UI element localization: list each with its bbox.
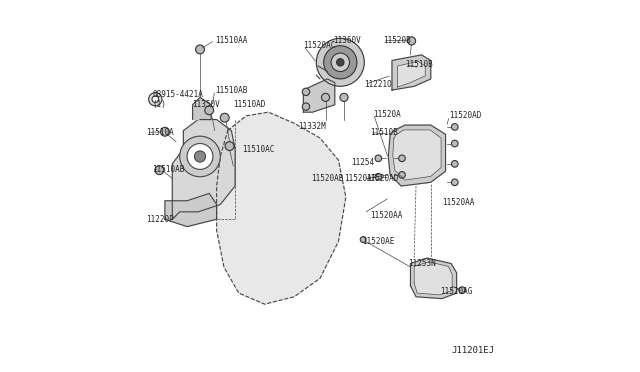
Polygon shape [410, 258, 456, 299]
Text: 11520AF: 11520AF [344, 174, 376, 183]
Circle shape [399, 171, 405, 178]
Text: 11520AB: 11520AB [311, 174, 343, 183]
Text: 11520AD: 11520AD [366, 174, 399, 183]
Polygon shape [193, 97, 211, 119]
Text: 11510A: 11510A [147, 128, 174, 137]
Text: 11520AE: 11520AE [362, 237, 395, 246]
Text: 11221O: 11221O [364, 80, 392, 89]
Polygon shape [392, 55, 431, 90]
Circle shape [196, 45, 204, 54]
Circle shape [451, 140, 458, 147]
Polygon shape [172, 119, 235, 219]
Circle shape [375, 173, 381, 180]
Circle shape [152, 96, 159, 103]
Circle shape [180, 136, 220, 177]
Polygon shape [414, 262, 452, 295]
Circle shape [331, 53, 349, 71]
Circle shape [408, 37, 415, 45]
Polygon shape [165, 193, 216, 227]
Circle shape [451, 124, 458, 130]
Text: 11510AC: 11510AC [243, 145, 275, 154]
Text: 11360V: 11360V [333, 36, 361, 45]
Circle shape [337, 59, 344, 66]
Circle shape [187, 144, 213, 169]
Text: J11201EJ: J11201EJ [451, 346, 494, 355]
Polygon shape [388, 125, 445, 186]
Circle shape [375, 155, 381, 161]
Text: 08915-4421A
(1): 08915-4421A (1) [152, 90, 203, 109]
Circle shape [302, 103, 310, 110]
Text: 11510B: 11510B [370, 128, 397, 137]
Polygon shape [397, 61, 425, 87]
Text: 11253N: 11253N [408, 259, 436, 268]
Polygon shape [303, 79, 335, 112]
Text: 11520AA: 11520AA [370, 211, 402, 220]
Text: 11350V: 11350V [193, 100, 220, 109]
Circle shape [195, 151, 205, 162]
Text: 11510AD: 11510AD [233, 100, 266, 109]
Text: 11510B: 11510B [405, 60, 433, 69]
Circle shape [316, 38, 364, 86]
Text: 11510AA: 11510AA [215, 36, 247, 45]
Polygon shape [216, 112, 346, 304]
Circle shape [225, 142, 234, 151]
Circle shape [451, 179, 458, 186]
Text: 11332M: 11332M [298, 122, 326, 131]
Polygon shape [393, 130, 441, 180]
Circle shape [155, 166, 164, 174]
Text: 11510AB: 11510AB [215, 86, 247, 94]
Text: 11254: 11254 [351, 157, 374, 167]
Text: 11510AB: 11510AB [152, 165, 184, 174]
Circle shape [360, 237, 366, 243]
Text: 11520A: 11520A [374, 109, 401, 119]
Text: 11520AD: 11520AD [449, 111, 482, 121]
Circle shape [161, 127, 170, 136]
Text: 11520AA: 11520AA [442, 198, 474, 207]
Circle shape [205, 106, 214, 115]
Circle shape [340, 93, 348, 102]
Circle shape [324, 46, 357, 79]
Circle shape [451, 161, 458, 167]
Circle shape [459, 287, 465, 294]
Text: 11520B: 11520B [383, 36, 410, 45]
Text: 11520AC: 11520AC [303, 41, 336, 50]
Circle shape [148, 93, 162, 106]
Text: 11220P: 11220P [147, 215, 174, 224]
Text: 11520AG: 11520AG [440, 287, 472, 296]
Circle shape [321, 93, 330, 102]
Circle shape [302, 88, 310, 96]
Circle shape [220, 113, 229, 122]
Circle shape [399, 155, 405, 161]
